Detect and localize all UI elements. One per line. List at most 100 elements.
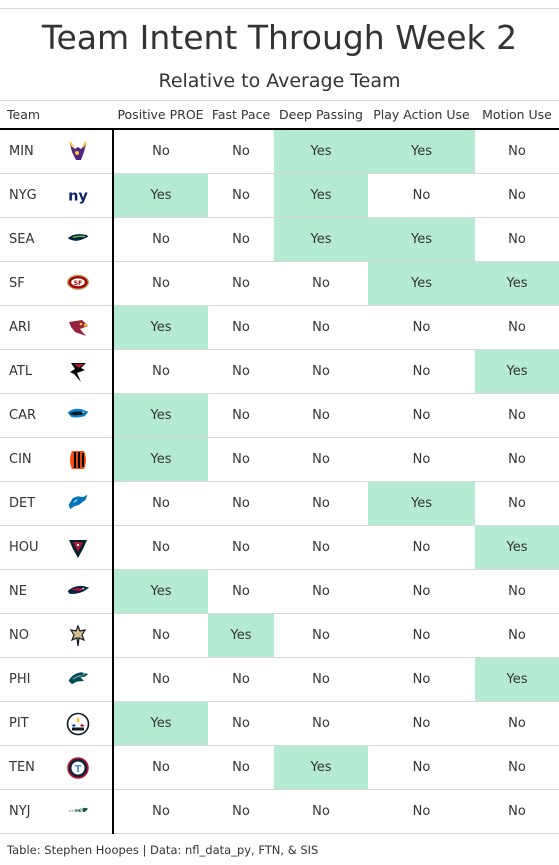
cell-positive-proe: Yes <box>113 173 208 218</box>
table-title: Team Intent Through Week 2 <box>41 18 518 57</box>
cell-deep-passing: No <box>274 701 368 746</box>
header-rule <box>0 100 559 101</box>
team-abbreviation: DET <box>0 481 43 526</box>
saints-logo-icon <box>66 623 90 648</box>
team-logo-cell <box>43 481 114 526</box>
team-logo-cell <box>43 613 114 658</box>
table-row: CIN Yes No No No No <box>0 437 559 482</box>
header-logo <box>43 101 113 130</box>
cell-play-action-use: No <box>368 305 475 350</box>
cell-deep-passing: No <box>274 789 368 834</box>
team-logo-cell: ny <box>43 173 114 218</box>
cell-fast-pace: No <box>208 525 274 570</box>
cell-fast-pace: No <box>208 173 274 218</box>
cell-fast-pace: No <box>208 393 274 438</box>
cell-motion-use: No <box>475 393 559 438</box>
cell-motion-use: Yes <box>475 349 559 394</box>
header-motion-use: Motion Use <box>475 101 559 130</box>
cell-deep-passing: No <box>274 437 368 482</box>
table-row: SEA No No Yes Yes No <box>0 217 559 262</box>
cell-motion-use: No <box>475 437 559 482</box>
table-caption: Table: Stephen Hoopes | Data: nfl_data_p… <box>7 843 319 857</box>
cell-fast-pace: No <box>208 305 274 350</box>
team-intent-table: Team Positive PROE Fast Pace Deep Passin… <box>0 101 559 834</box>
cell-positive-proe: No <box>113 745 208 790</box>
cell-deep-passing: No <box>274 481 368 526</box>
panthers-logo-icon <box>66 404 90 428</box>
lions-logo-icon <box>66 492 90 516</box>
team-logo-cell <box>43 701 114 746</box>
team-abbreviation: ARI <box>0 305 43 350</box>
team-abbreviation: TEN <box>0 745 43 790</box>
team-logo-cell: JETS <box>43 789 114 834</box>
cell-deep-passing: No <box>274 657 368 702</box>
cell-positive-proe: No <box>113 261 208 306</box>
team-abbreviation: NYJ <box>0 789 43 834</box>
cell-fast-pace: No <box>208 745 274 790</box>
team-logo-cell <box>43 217 114 262</box>
table-row: PHI No No No No Yes <box>0 657 559 702</box>
cell-positive-proe: No <box>113 481 208 526</box>
table-row: MIN No No Yes Yes No <box>0 129 559 174</box>
team-logo-cell <box>43 129 114 174</box>
table-row: HOU No No No No Yes <box>0 525 559 570</box>
header-deep-passing: Deep Passing <box>274 101 368 130</box>
cell-positive-proe: Yes <box>113 569 208 614</box>
cell-motion-use: Yes <box>475 525 559 570</box>
table-row: PIT Yes No No No No <box>0 701 559 746</box>
cell-motion-use: No <box>475 701 559 746</box>
cell-deep-passing: No <box>274 613 368 658</box>
table-row: NO No Yes No No No <box>0 613 559 658</box>
table-row: DET No No No Yes No <box>0 481 559 526</box>
cell-motion-use: No <box>475 129 559 174</box>
vikings-logo-icon <box>66 140 90 164</box>
team-abbreviation: HOU <box>0 525 43 570</box>
cell-play-action-use: No <box>368 701 475 746</box>
cell-fast-pace: No <box>208 789 274 834</box>
jets-logo-icon: JETS <box>66 800 90 824</box>
seahawks-logo-icon <box>66 228 90 252</box>
table-subtitle: Relative to Average Team <box>158 70 401 92</box>
svg-text:SF: SF <box>73 279 81 286</box>
cell-play-action-use: No <box>368 393 475 438</box>
cell-motion-use: No <box>475 305 559 350</box>
cell-fast-pace: No <box>208 657 274 702</box>
cell-fast-pace: No <box>208 701 274 746</box>
team-abbreviation: PHI <box>0 657 43 702</box>
cell-positive-proe: No <box>113 129 208 174</box>
eagles-logo-icon <box>66 668 90 692</box>
cell-positive-proe: No <box>113 657 208 702</box>
cell-play-action-use: No <box>368 349 475 394</box>
cell-play-action-use: No <box>368 569 475 614</box>
cell-deep-passing: Yes <box>274 129 368 174</box>
cell-motion-use: No <box>475 789 559 834</box>
team-logo-cell <box>43 349 114 394</box>
table-body: MIN No No Yes Yes No NYG ny Yes No Yes No No SEA No No Y… <box>0 129 559 834</box>
cell-play-action-use: No <box>368 437 475 482</box>
cell-positive-proe: No <box>113 349 208 394</box>
cell-motion-use: No <box>475 569 559 614</box>
team-abbreviation: MIN <box>0 129 43 174</box>
team-logo-cell: SF <box>43 261 114 306</box>
cell-positive-proe: Yes <box>113 305 208 350</box>
header-row: Team Positive PROE Fast Pace Deep Passin… <box>0 101 559 130</box>
cell-positive-proe: No <box>113 789 208 834</box>
cell-fast-pace: No <box>208 437 274 482</box>
header-fast-pace: Fast Pace <box>208 101 274 130</box>
cell-fast-pace: No <box>208 569 274 614</box>
cell-deep-passing: No <box>274 349 368 394</box>
cell-positive-proe: Yes <box>113 701 208 746</box>
team-abbreviation: SEA <box>0 217 43 262</box>
cell-fast-pace: No <box>208 217 274 262</box>
cell-motion-use: No <box>475 173 559 218</box>
team-logo-cell: T <box>43 745 114 790</box>
team-abbreviation: CIN <box>0 437 43 482</box>
cell-positive-proe: Yes <box>113 393 208 438</box>
titans-logo-icon: T <box>66 756 90 780</box>
cell-positive-proe: No <box>113 217 208 262</box>
cardinals-logo-icon <box>66 316 90 340</box>
team-logo-cell <box>43 393 114 438</box>
cell-play-action-use: Yes <box>368 129 475 174</box>
cell-positive-proe: No <box>113 525 208 570</box>
svg-text:ny: ny <box>68 187 88 204</box>
